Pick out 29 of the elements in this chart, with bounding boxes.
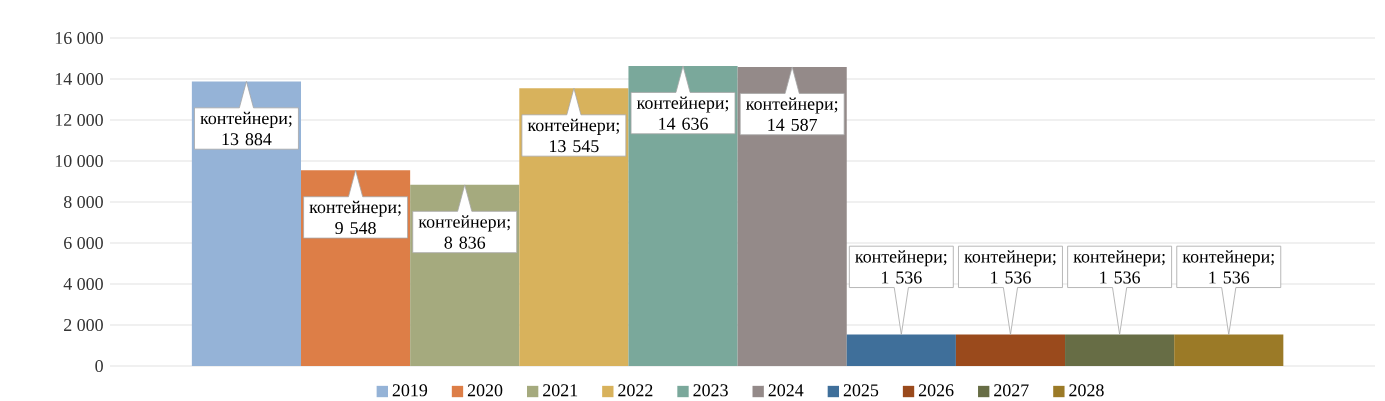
data-label: контейнери; 1 536 [964, 250, 1056, 284]
y-tick-label: 8 000 [63, 195, 103, 209]
y-tick-label: 0 [95, 359, 103, 373]
data-label: контейнери; 1 536 [855, 250, 947, 284]
legend-label: 2026 [918, 384, 954, 397]
data-label: контейнери; 9 548 [309, 200, 401, 235]
y-tick-label: 16 000 [55, 31, 103, 45]
legend-label: 2020 [467, 384, 503, 397]
legend-label: 2023 [693, 384, 728, 397]
data-label: контейнери; 14 587 [746, 97, 838, 131]
y-tick-label: 4 000 [63, 277, 103, 291]
legend-label: 2024 [768, 384, 804, 397]
legend-label: 2022 [618, 384, 653, 397]
legend-label: 2019 [392, 384, 428, 397]
y-tick-label: 10 000 [55, 154, 103, 168]
y-tick-label: 2 000 [64, 318, 103, 332]
legend-label: 2028 [1069, 384, 1104, 397]
data-label: контейнери; 13 884 [200, 111, 292, 146]
y-tick-label: 12 000 [55, 113, 103, 127]
data-label: контейнери; 14 636 [636, 96, 729, 130]
legend-label: 2027 [994, 384, 1029, 397]
y-tick-label: 14 000 [55, 72, 103, 86]
legend-label: 2021 [543, 384, 578, 397]
y-tick-label: 6 000 [64, 236, 103, 250]
data-label: контейнери; 1 536 [1073, 250, 1165, 284]
data-label: контейнери; 13 545 [527, 118, 619, 153]
data-label: контейнери; 1 536 [1182, 250, 1274, 284]
data-label: контейнери; 8 836 [418, 215, 510, 249]
legend-label: 2025 [843, 384, 879, 397]
